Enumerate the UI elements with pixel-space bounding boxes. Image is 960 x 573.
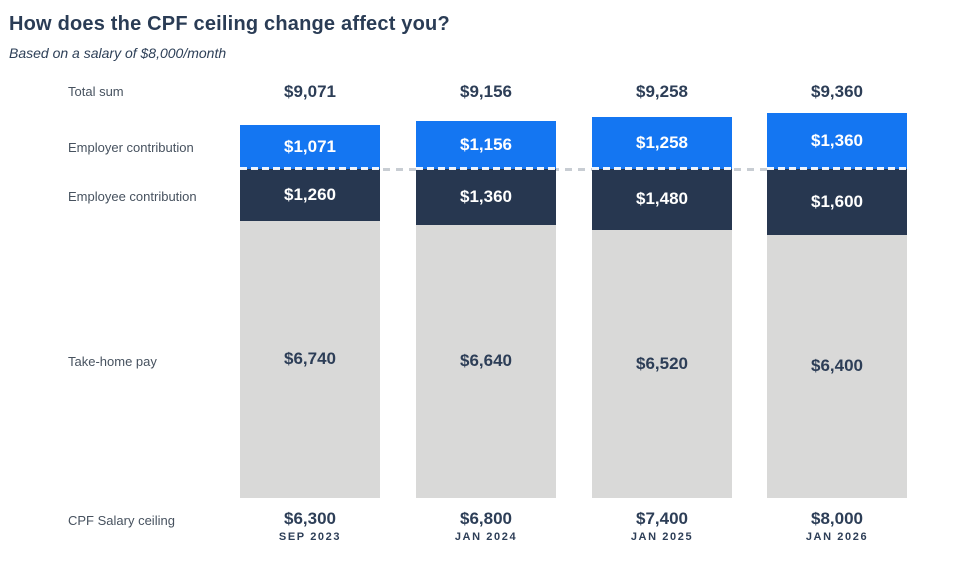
employee-contribution-value: $1,480 xyxy=(636,189,688,209)
employer-contribution-value: $1,258 xyxy=(636,133,688,153)
cpf-salary-ceiling-value: $6,300 xyxy=(284,509,336,528)
total-sum-value: $9,360 xyxy=(811,82,863,101)
bar-column: $9,071 $1,071 $1,260 $6,740 $6,300 SEP 2… xyxy=(240,0,380,573)
employee-contribution-segment: $1,480 xyxy=(592,168,732,230)
take-home-pay-segment: $6,520 xyxy=(592,229,732,498)
row-label-take-home-pay: Take-home pay xyxy=(68,354,157,369)
bar-dash-line xyxy=(240,167,380,171)
take-home-pay-segment: $6,740 xyxy=(240,220,380,498)
employer-contribution-segment: $1,071 xyxy=(240,124,380,169)
date-label: JAN 2024 xyxy=(454,531,518,543)
bar-dash-line xyxy=(767,167,907,171)
bar-dash-line xyxy=(592,167,732,171)
row-label-employee-contribution: Employee contribution xyxy=(68,189,197,204)
bar-column: $9,258 $1,258 $1,480 $6,520 $7,400 JAN 2… xyxy=(592,0,732,573)
take-home-pay-value: $6,640 xyxy=(460,351,512,371)
take-home-pay-segment: $6,400 xyxy=(767,234,907,498)
cpf-salary-ceiling-value: $8,000 xyxy=(811,509,863,528)
take-home-pay-segment: $6,640 xyxy=(416,224,556,498)
employer-contribution-value: $1,360 xyxy=(811,131,863,151)
take-home-pay-value: $6,740 xyxy=(284,349,336,369)
total-sum-value: $9,258 xyxy=(636,82,688,101)
employee-contribution-value: $1,600 xyxy=(811,191,863,211)
date-label: SEP 2023 xyxy=(278,531,342,543)
employer-contribution-value: $1,071 xyxy=(284,136,336,156)
employee-contribution-segment: $1,260 xyxy=(240,168,380,221)
total-sum-value: $9,071 xyxy=(284,82,336,101)
stacked-bar: $1,156 $1,360 $6,640 xyxy=(416,121,556,498)
total-sum-value: $9,156 xyxy=(460,82,512,101)
cpf-salary-ceiling-value: $6,800 xyxy=(460,509,512,528)
bar-column: $9,156 $1,156 $1,360 $6,640 $6,800 JAN 2… xyxy=(416,0,556,573)
row-label-employer-contribution: Employer contribution xyxy=(68,140,194,155)
employee-contribution-segment: $1,600 xyxy=(767,168,907,235)
take-home-pay-value: $6,400 xyxy=(811,356,863,376)
row-label-cpf-salary-ceiling: CPF Salary ceiling xyxy=(68,513,175,528)
ceiling-dashed-line xyxy=(240,167,906,171)
employee-contribution-value: $1,260 xyxy=(284,184,336,204)
bar-dash-line xyxy=(416,167,556,171)
row-label-total-sum: Total sum xyxy=(68,84,124,99)
stacked-bar: $1,258 $1,480 $6,520 xyxy=(592,117,732,498)
employer-contribution-segment: $1,360 xyxy=(767,113,907,169)
stacked-bar: $1,360 $1,600 $6,400 xyxy=(767,113,907,498)
employer-contribution-segment: $1,258 xyxy=(592,117,732,169)
date-label: JAN 2025 xyxy=(630,531,694,543)
employee-contribution-value: $1,360 xyxy=(460,186,512,206)
employee-contribution-segment: $1,360 xyxy=(416,168,556,225)
cpf-salary-ceiling-value: $7,400 xyxy=(636,509,688,528)
page-subtitle: Based on a salary of $8,000/month xyxy=(9,45,227,61)
stacked-bar: $1,071 $1,260 $6,740 xyxy=(240,124,380,498)
employer-contribution-value: $1,156 xyxy=(460,135,512,155)
take-home-pay-value: $6,520 xyxy=(636,353,688,373)
employer-contribution-segment: $1,156 xyxy=(416,121,556,169)
date-label: JAN 2026 xyxy=(805,531,869,543)
page-title: How does the CPF ceiling change affect y… xyxy=(9,13,450,35)
bar-column: $9,360 $1,360 $1,600 $6,400 $8,000 JAN 2… xyxy=(767,0,907,573)
